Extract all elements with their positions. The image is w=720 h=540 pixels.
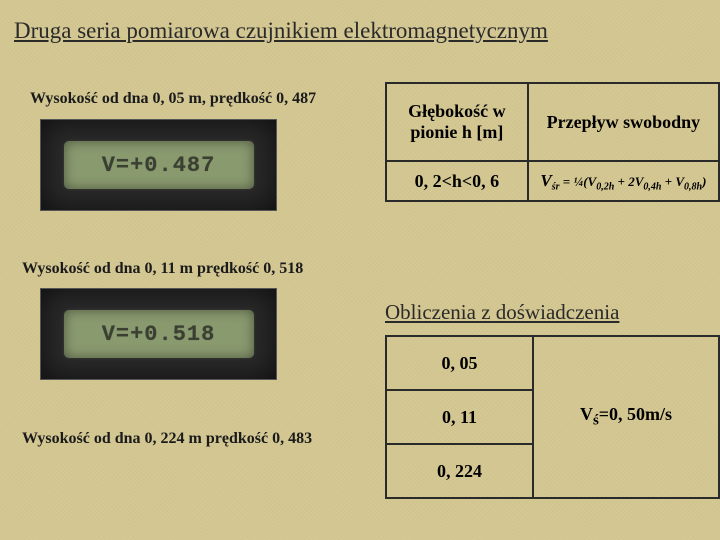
f-s2: 0,4h	[643, 181, 661, 192]
lcd-screen-2: V=+0.518	[64, 310, 254, 358]
f-t1: V	[588, 174, 597, 189]
t2-res-post: =0, 50m/s	[599, 404, 672, 424]
table1-cell-a: 0, 2<h<0, 6	[386, 161, 528, 201]
t2-r1a: 0, 05	[386, 336, 533, 390]
f-frac: ¼	[573, 174, 583, 189]
f-lhs-sub: śr	[552, 181, 560, 192]
formula: Vśr = ¼(V0,2h + 2V0,4h + V0,8h)	[540, 174, 706, 189]
t2-r3a: 0, 224	[386, 444, 533, 498]
caption-1: Wysokość od dna 0, 05 m, prędkość 0, 487	[30, 90, 316, 108]
table1-cell-b: Vśr = ¼(V0,2h + 2V0,4h + V0,8h)	[528, 161, 719, 201]
t2-result-text: Vś=0, 50m/s	[580, 404, 672, 424]
table1-header-b: Przepływ swobodny	[528, 83, 719, 161]
t2-res-pre: V	[580, 404, 593, 424]
t2-result: Vś=0, 50m/s	[533, 336, 719, 498]
f-s1: 0,2h	[596, 181, 614, 192]
caption-2: Wysokość od dna 0, 11 m prędkość 0, 518	[22, 260, 303, 278]
f-t3: V	[675, 174, 684, 189]
table1-header-b-text: Przepływ swobodny	[547, 112, 701, 132]
page-title: Druga seria pomiarowa czujnikiem elektro…	[14, 18, 706, 44]
f-lhs: V	[540, 171, 551, 190]
results-table: 0, 05 Vś=0, 50m/s 0, 11 0, 224	[385, 335, 720, 499]
f-t2: 2V	[628, 174, 643, 189]
lcd-device-1: V=+0.487	[40, 119, 277, 211]
f-s3: 0,8h	[684, 181, 702, 192]
lcd-screen-1: V=+0.487	[64, 141, 254, 189]
t2-r2a: 0, 11	[386, 390, 533, 444]
caption-3: Wysokość od dna 0, 224 m prędkość 0, 483	[22, 430, 312, 448]
depth-table: Głębokość w pionie h [m] Przepływ swobod…	[385, 82, 720, 202]
table1-header-a-text: Głębokość w pionie h [m]	[408, 101, 506, 142]
lcd-device-2: V=+0.518	[40, 288, 277, 380]
subtitle: Obliczenia z doświadczenia	[385, 300, 619, 325]
table1-header-a: Głębokość w pionie h [m]	[386, 83, 528, 161]
